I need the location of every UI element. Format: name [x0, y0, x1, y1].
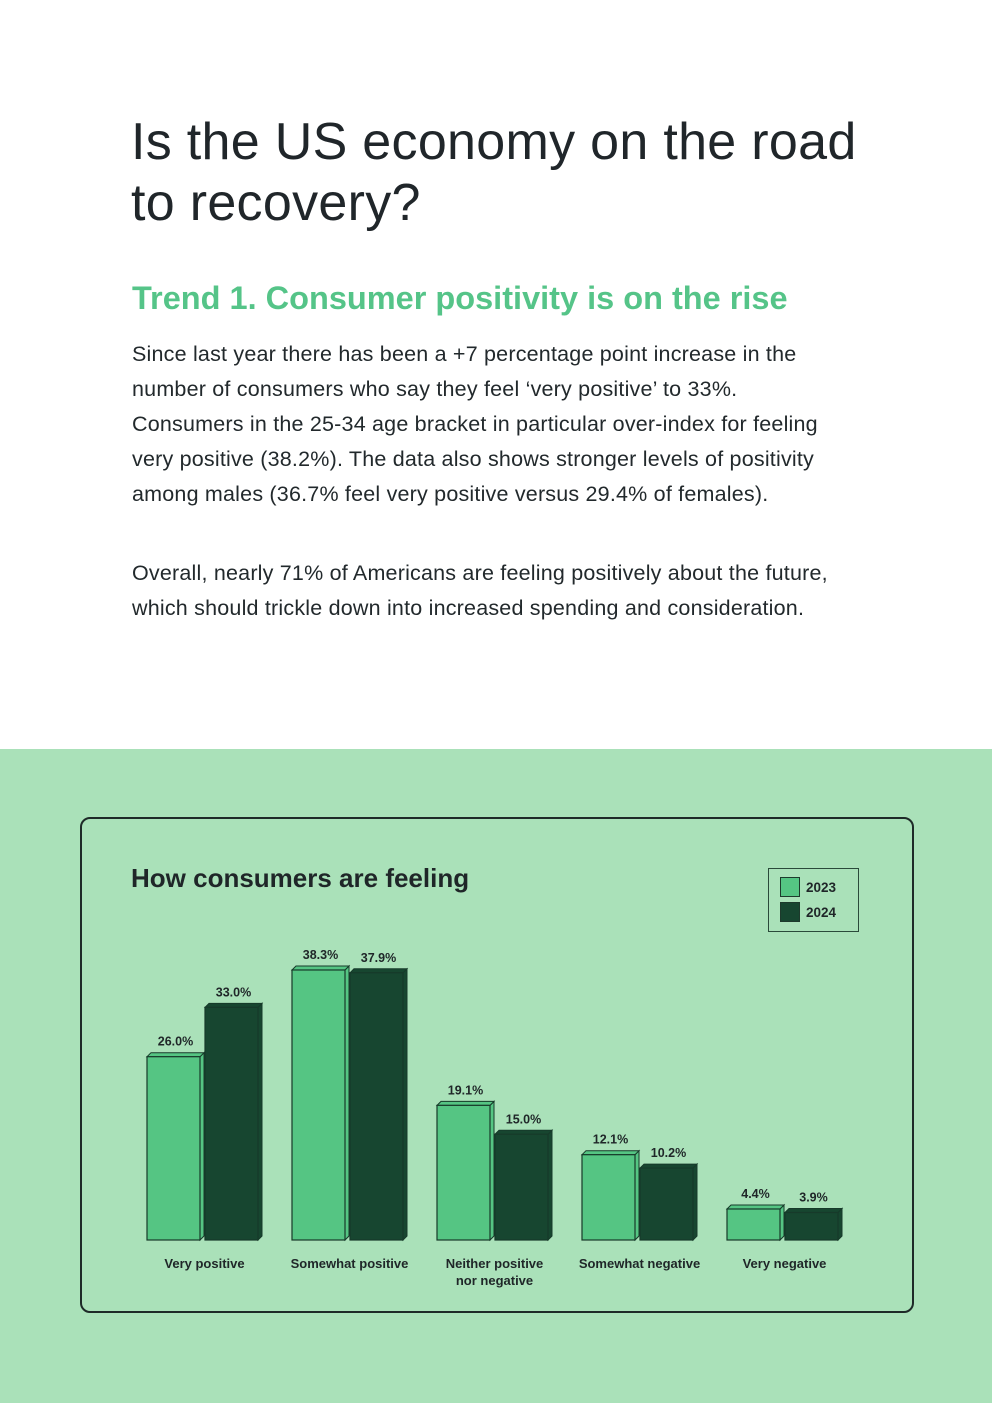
bar-2023-1 — [290, 964, 351, 1242]
data-label-2024-3: 10.2% — [651, 1146, 686, 1160]
bar-2024-1 — [348, 967, 409, 1242]
bar-2024-2 — [493, 1129, 554, 1242]
bar-2023-2 — [435, 1100, 496, 1242]
bar-2024-4 — [783, 1207, 844, 1242]
bar-2023-4 — [725, 1203, 786, 1242]
category-label-1: Somewhat positive — [291, 1256, 409, 1271]
data-label-2023-0: 26.0% — [158, 1035, 193, 1049]
data-label-2023-1: 38.3% — [303, 948, 338, 962]
bar-2024-3 — [638, 1162, 699, 1242]
category-label-3: Somewhat negative — [579, 1256, 700, 1271]
bar-2024-0 — [203, 1002, 264, 1242]
legend-swatch-2024 — [780, 902, 800, 922]
trend-heading: Trend 1. Consumer positivity is on the r… — [132, 280, 788, 316]
category-label-4: Very negative — [743, 1256, 827, 1271]
data-label-2023-3: 12.1% — [593, 1133, 628, 1147]
legend-item-2023: 2023 — [780, 877, 836, 897]
data-label-2024-0: 33.0% — [216, 985, 251, 999]
legend-label-2023: 2023 — [806, 879, 837, 895]
bar-2023-0 — [145, 1051, 206, 1242]
data-label-2023-2: 19.1% — [448, 1083, 483, 1097]
chart-legend: 2023 2024 — [768, 868, 859, 932]
legend-item-2024: 2024 — [780, 902, 836, 922]
data-label-2023-4: 4.4% — [741, 1187, 770, 1201]
legend-swatch-2023 — [780, 877, 800, 897]
category-label-2: Neither positive nor negative — [446, 1256, 544, 1288]
data-label-2024-1: 37.9% — [361, 951, 396, 965]
legend-label-2024: 2024 — [806, 904, 837, 920]
body-paragraph-1: Since last year there has been a +7 perc… — [132, 342, 818, 506]
chart-title: How consumers are feeling — [131, 863, 470, 893]
body-paragraph-2: Overall, nearly 71% of Americans are fee… — [132, 561, 828, 620]
bar-2023-3 — [580, 1149, 641, 1242]
data-label-2024-2: 15.0% — [506, 1112, 541, 1126]
category-label-0: Very positive — [164, 1256, 244, 1271]
page-title: Is the US economy on the road to recover… — [131, 113, 857, 232]
data-label-2024-4: 3.9% — [799, 1191, 828, 1205]
chart-card — [80, 817, 914, 1313]
